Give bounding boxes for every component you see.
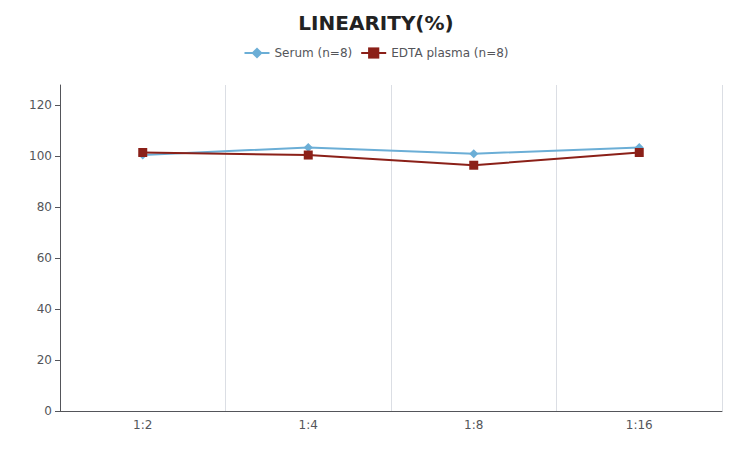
- svg-text:LINEARITY(%): LINEARITY(%): [298, 11, 453, 35]
- svg-text:120: 120: [29, 98, 52, 112]
- svg-text:1:4: 1:4: [299, 418, 318, 432]
- svg-text:20: 20: [37, 353, 52, 367]
- svg-text:100: 100: [29, 149, 52, 163]
- svg-text:40: 40: [37, 302, 52, 316]
- svg-text:EDTA plasma (n=8): EDTA plasma (n=8): [391, 46, 508, 60]
- svg-text:Serum (n=8): Serum (n=8): [274, 46, 352, 60]
- svg-text:1:16: 1:16: [626, 418, 653, 432]
- svg-text:0: 0: [44, 404, 52, 418]
- svg-text:1:2: 1:2: [133, 418, 152, 432]
- svg-text:80: 80: [37, 200, 52, 214]
- svg-text:1:8: 1:8: [464, 418, 483, 432]
- svg-text:60: 60: [37, 251, 52, 265]
